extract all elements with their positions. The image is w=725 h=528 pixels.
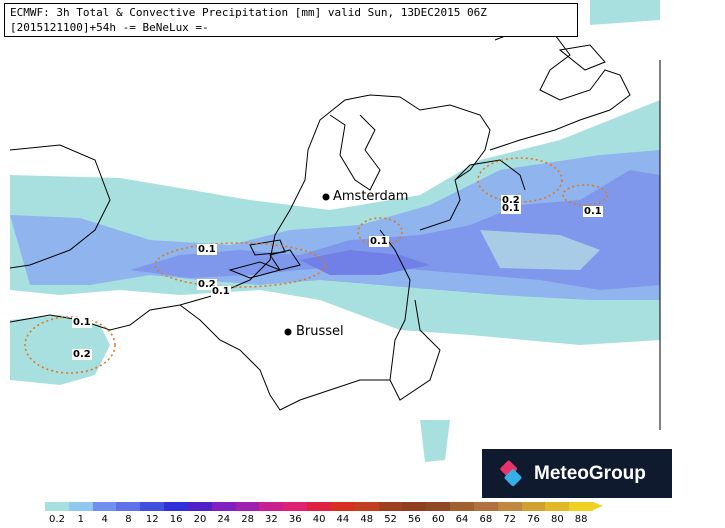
header-run: [2015121100]+54h -= BeNeLux =-: [10, 21, 209, 34]
color-scale-swatch: [569, 502, 594, 511]
color-scale-swatch: [307, 502, 331, 511]
color-scale-label: 64: [455, 514, 469, 525]
color-scale-label: 48: [360, 514, 374, 525]
color-scale-arrow: [593, 502, 603, 510]
color-scale-swatch: [450, 502, 474, 511]
city-label-brussel: Brussel: [296, 324, 344, 339]
contour-label: 0.1: [501, 203, 521, 214]
color-scale-label: 0.2: [49, 514, 65, 525]
contour-label: 0.2: [197, 279, 217, 290]
contour-label: 0.2: [72, 349, 92, 360]
color-scale-swatch: [545, 502, 570, 511]
brussel-marker: [284, 328, 292, 336]
color-scale-label: 32: [265, 514, 278, 525]
header-title: ECMWF: 3h Total & Convective Precipitati…: [10, 6, 487, 19]
color-scale-swatch: [235, 502, 260, 511]
color-scale-label: 24: [217, 514, 231, 525]
meteogroup-logo: MeteoGroup: [482, 449, 672, 498]
color-scale-label: 56: [408, 514, 421, 525]
color-scale-label: 1: [77, 514, 84, 525]
contour-label: 0.1: [211, 286, 231, 297]
color-scale-swatch: [426, 502, 451, 511]
amsterdam-marker: [322, 193, 330, 201]
color-scale-label: 72: [503, 514, 517, 525]
color-scale-swatch: [354, 502, 379, 511]
color-scale-label: 40: [312, 514, 326, 525]
brand-name: MeteoGroup: [534, 462, 646, 484]
color-scale-swatch: [92, 502, 117, 511]
coastlines: [9, 29, 661, 430]
contour-label: 0.1: [583, 206, 603, 217]
color-scale-label: 60: [431, 514, 445, 525]
color-scale-label: 16: [169, 514, 183, 525]
color-scale-label: 76: [527, 514, 540, 525]
color-scale-label: 88: [574, 514, 588, 525]
color-scale-label: 28: [241, 514, 254, 525]
color-scale-label: 4: [101, 514, 108, 525]
contour-label: 0.1: [369, 236, 389, 247]
color-scale-label: 20: [193, 514, 207, 525]
color-scale-swatch: [45, 502, 69, 511]
color-scale: 0.2 1 4 8 12 16 20 24 28 32 36 40 44 48 52 56 60 64 68 72 76…: [45, 502, 605, 525]
color-scale-swatch: [402, 502, 427, 511]
color-scale-swatch: [140, 502, 165, 511]
contour-label: 0.1: [72, 317, 92, 328]
color-scale-swatch: [330, 502, 355, 511]
color-scale-label: 36: [288, 514, 302, 525]
color-scale-swatch: [521, 502, 546, 511]
color-scale-swatch: [211, 502, 236, 511]
map-header: ECMWF: 3h Total & Convective Precipitati…: [4, 3, 578, 37]
city-label-amsterdam: Amsterdam: [333, 189, 409, 204]
color-scale-bar: [45, 502, 594, 511]
color-scale-swatch: [497, 502, 522, 511]
color-scale-swatch: [283, 502, 308, 511]
color-scale-swatch: [68, 502, 93, 511]
color-scale-swatch: [116, 502, 141, 511]
color-scale-label: 80: [550, 514, 564, 525]
color-scale-swatch: [378, 502, 403, 511]
contour-label: 0.2: [501, 195, 521, 206]
color-scale-swatch: [473, 502, 498, 511]
color-scale-swatch: [164, 502, 188, 511]
meteogroup-icon: [500, 460, 522, 486]
contour-label: 0.1: [197, 244, 217, 255]
color-scale-swatch: [187, 502, 212, 511]
color-scale-label: 68: [479, 514, 493, 525]
color-scale-label: 12: [145, 514, 159, 525]
color-scale-swatch: [259, 502, 284, 511]
color-scale-label: 8: [125, 514, 132, 525]
color-scale-label: 44: [336, 514, 350, 525]
color-scale-label: 52: [384, 514, 397, 525]
precip-shading: [10, 0, 660, 462]
